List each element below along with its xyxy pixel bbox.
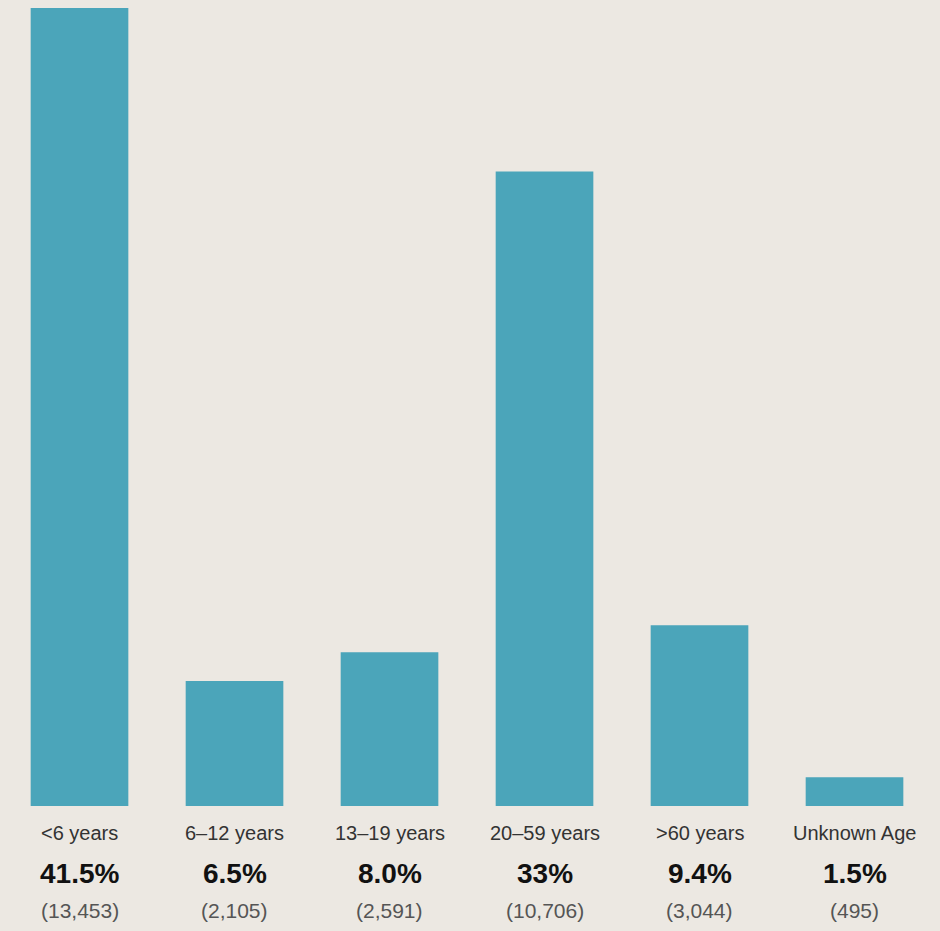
svg-text:41.5%: 41.5% (40, 858, 119, 889)
svg-text:(2,591): (2,591) (356, 899, 423, 922)
svg-text:(10,706): (10,706) (506, 899, 584, 922)
svg-text:(13,453): (13,453) (41, 899, 119, 922)
svg-text:>60 years: >60 years (656, 822, 744, 844)
svg-text:20–59 years: 20–59 years (490, 822, 600, 844)
svg-text:<6 years: <6 years (41, 822, 118, 844)
svg-text:Unknown Age: Unknown Age (793, 822, 916, 844)
svg-text:8.0%: 8.0% (358, 858, 422, 889)
svg-text:6–12 years: 6–12 years (185, 822, 284, 844)
svg-text:13–19 years: 13–19 years (335, 822, 445, 844)
svg-text:1.5%: 1.5% (823, 858, 887, 889)
svg-text:(3,044): (3,044) (666, 899, 733, 922)
svg-text:(495): (495) (830, 899, 879, 922)
svg-text:9.4%: 9.4% (668, 858, 732, 889)
svg-text:(2,105): (2,105) (201, 899, 268, 922)
svg-text:33%: 33% (517, 858, 573, 889)
svg-text:6.5%: 6.5% (203, 858, 267, 889)
